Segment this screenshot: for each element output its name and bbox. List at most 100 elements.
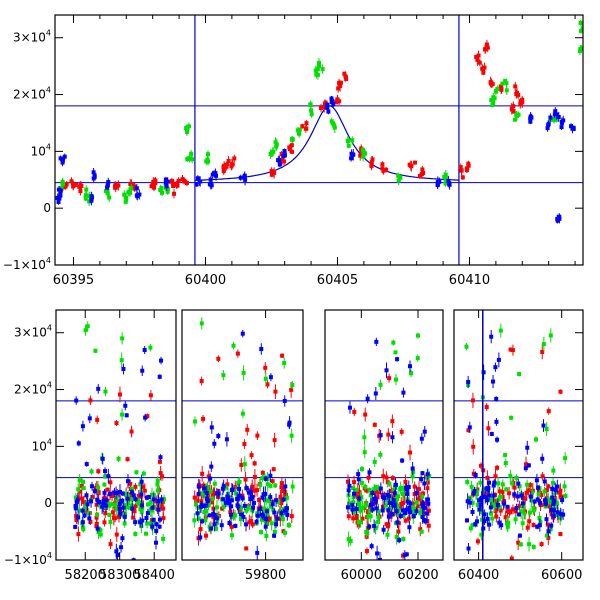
- data-point: [102, 490, 107, 495]
- data-point: [488, 505, 493, 510]
- data-point: [77, 489, 82, 494]
- data-point: [549, 500, 554, 505]
- data-point: [426, 501, 431, 506]
- data-point: [73, 503, 78, 508]
- data-point: [221, 373, 226, 378]
- data-point: [80, 508, 85, 513]
- data-point: [471, 491, 476, 496]
- data-point: [89, 499, 94, 504]
- data-point: [200, 471, 205, 476]
- data-point: [408, 501, 413, 506]
- data-point: [194, 502, 199, 507]
- data-point: [580, 46, 583, 51]
- data-point: [392, 491, 397, 496]
- data-point: [190, 157, 195, 162]
- data-point: [260, 495, 265, 500]
- data-point: [352, 409, 357, 414]
- data-point: [553, 487, 558, 492]
- data-point: [250, 484, 255, 489]
- data-point: [79, 483, 84, 488]
- data-point: [121, 505, 126, 510]
- data-point: [138, 520, 143, 525]
- data-point: [401, 390, 406, 395]
- data-point: [84, 493, 89, 498]
- data-point: [107, 491, 112, 496]
- data-point: [330, 121, 335, 126]
- data-point: [475, 57, 480, 62]
- data-point: [511, 104, 516, 109]
- data-point: [557, 216, 562, 221]
- y-tick-label: 104: [32, 437, 52, 453]
- data-point: [399, 429, 404, 434]
- data-point: [378, 433, 383, 438]
- data-point: [503, 461, 508, 466]
- data-point: [350, 507, 355, 512]
- data-point: [443, 181, 448, 186]
- data-point: [509, 415, 514, 420]
- data-point: [112, 502, 117, 507]
- data-point: [156, 507, 161, 512]
- data-point: [252, 475, 257, 480]
- data-point: [500, 490, 505, 495]
- data-point: [184, 126, 189, 131]
- top-axes-frame: [54, 14, 584, 266]
- data-point: [214, 516, 219, 521]
- data-point: [94, 521, 99, 526]
- data-point: [520, 501, 525, 506]
- data-point: [527, 542, 532, 547]
- data-point: [319, 106, 324, 111]
- data-point: [390, 435, 395, 440]
- data-point: [493, 474, 498, 479]
- data-point: [274, 498, 279, 503]
- x-tick-label: 60410: [449, 273, 490, 288]
- data-point: [154, 529, 159, 534]
- data-point: [497, 489, 502, 494]
- data-point: [352, 509, 357, 514]
- data-point: [274, 522, 279, 527]
- data-point: [508, 347, 513, 352]
- data-point: [466, 379, 471, 384]
- data-point: [486, 426, 491, 431]
- data-point: [522, 511, 527, 516]
- data-point: [356, 472, 361, 477]
- data-point: [378, 452, 383, 457]
- data-point: [216, 491, 221, 496]
- data-point: [414, 491, 419, 496]
- data-point: [133, 504, 138, 509]
- data-point: [196, 516, 201, 521]
- data-point: [558, 512, 563, 517]
- data-point: [250, 508, 255, 513]
- data-point: [165, 186, 170, 191]
- top-plot-area: [55, 15, 583, 265]
- data-point: [397, 538, 402, 543]
- data-point: [103, 389, 108, 394]
- data-point: [96, 489, 101, 494]
- data-point: [470, 500, 475, 505]
- data-point: [227, 500, 232, 505]
- data-point: [420, 515, 425, 520]
- data-point: [491, 493, 496, 498]
- data-point: [198, 504, 203, 509]
- data-point: [273, 483, 278, 488]
- data-point: [551, 501, 556, 506]
- data-point: [403, 479, 408, 484]
- data-point: [498, 508, 503, 513]
- data-point: [81, 500, 86, 505]
- data-point: [467, 425, 472, 430]
- data-point: [250, 495, 255, 500]
- data-point: [332, 125, 337, 130]
- data-point: [105, 185, 110, 190]
- data-point: [238, 507, 243, 512]
- data-point: [282, 153, 287, 158]
- data-point: [282, 361, 287, 366]
- data-point: [335, 97, 340, 102]
- data-point: [495, 437, 500, 442]
- data-point: [517, 372, 522, 377]
- data-point: [542, 479, 547, 484]
- data-point: [485, 498, 490, 503]
- x-tick-label: 60395: [53, 273, 94, 288]
- data-point: [242, 462, 247, 467]
- data-point: [356, 477, 361, 482]
- data-point: [420, 494, 425, 499]
- data-point: [479, 495, 484, 500]
